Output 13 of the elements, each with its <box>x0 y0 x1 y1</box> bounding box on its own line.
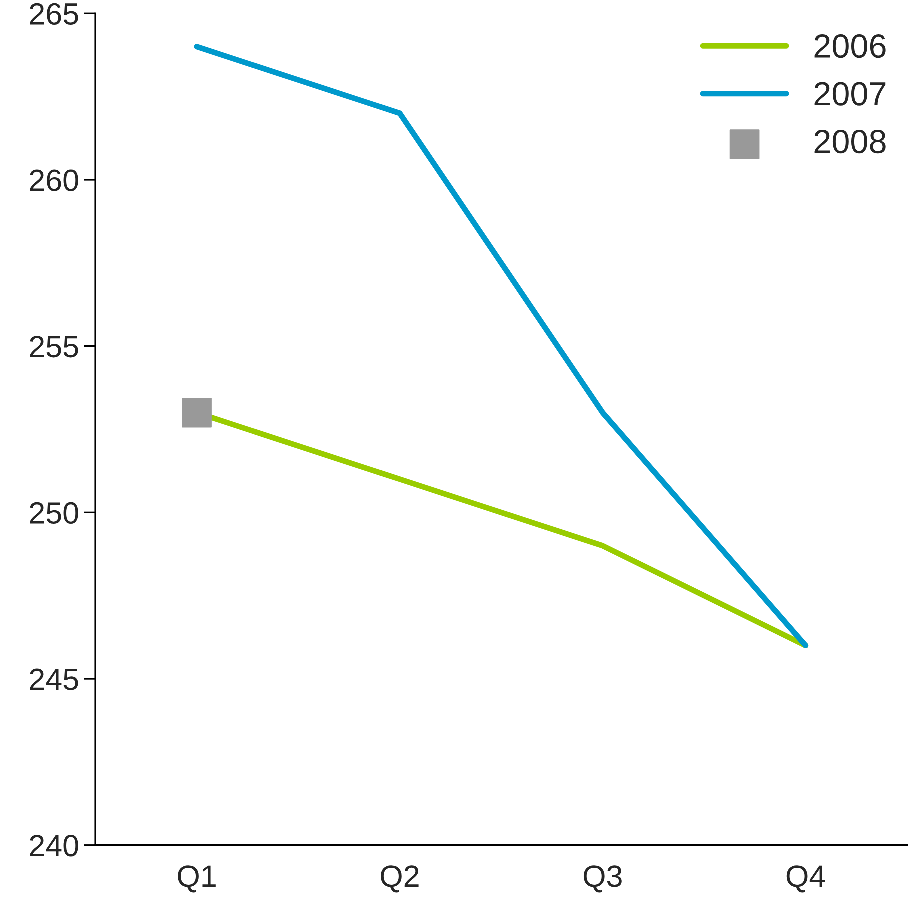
x-tick-label: Q2 <box>381 866 419 893</box>
y-tick-label: 255 <box>30 336 78 358</box>
legend-label: 2006 <box>814 34 886 58</box>
legend-label: 2007 <box>814 82 886 106</box>
y-tick-label: 250 <box>30 502 78 524</box>
y-tick-label: 260 <box>30 170 78 192</box>
y-tick-label: 245 <box>30 668 78 690</box>
x-tick-label: Q3 <box>584 866 622 893</box>
x-tick-label: Q1 <box>178 866 216 893</box>
y-tick-label: 240 <box>30 835 78 857</box>
legend-label: 2008 <box>814 130 886 154</box>
x-tick-label: Q4 <box>786 866 826 893</box>
y-tick-label: 265 <box>30 3 78 26</box>
